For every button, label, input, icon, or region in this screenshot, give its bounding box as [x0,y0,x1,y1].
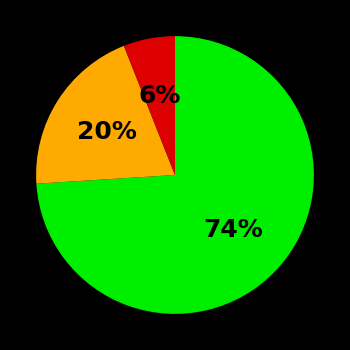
Wedge shape [36,36,314,314]
Text: 20%: 20% [77,120,137,144]
Text: 74%: 74% [204,218,264,242]
Wedge shape [124,36,175,175]
Text: 6%: 6% [139,84,181,108]
Wedge shape [36,46,175,184]
